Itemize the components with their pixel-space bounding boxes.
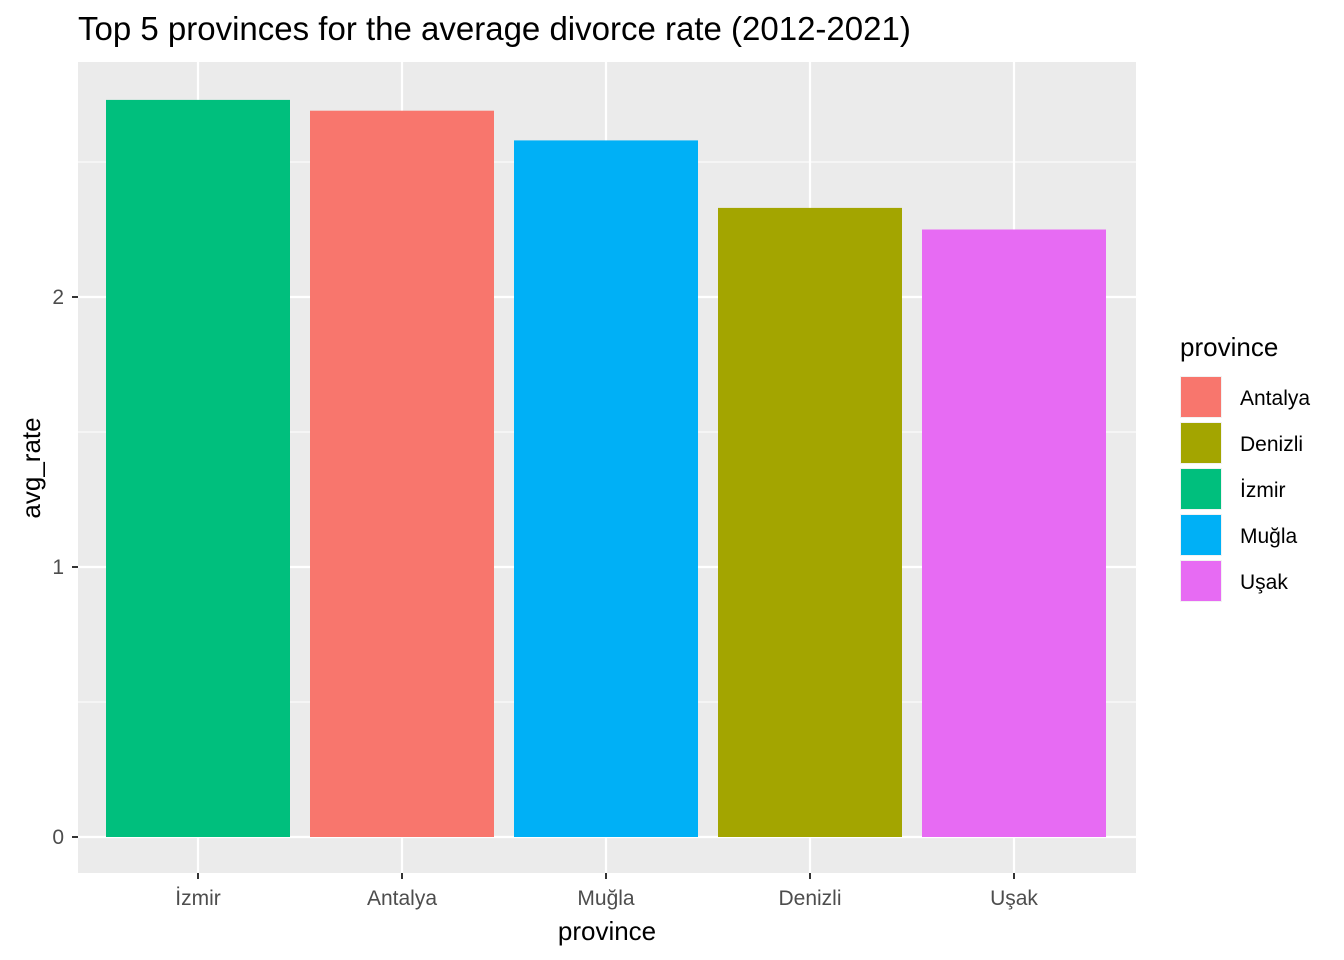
y-axis-title: avg_rate: [16, 417, 46, 518]
bar: [718, 207, 902, 837]
legend-swatch: [1181, 469, 1221, 509]
bar: [922, 229, 1106, 837]
y-tick-label: 1: [52, 556, 64, 579]
bars: [106, 99, 1106, 837]
x-axis: İzmir Antalya Muğla Denizli Uşak: [175, 873, 1038, 910]
x-axis-title: province: [558, 916, 656, 946]
x-tick-label: Muğla: [577, 887, 635, 910]
legend-swatch: [1181, 515, 1221, 555]
legend-label: Antalya: [1240, 387, 1310, 410]
x-tick-label: Antalya: [367, 887, 437, 910]
legend-title: province: [1180, 332, 1278, 362]
bar: [514, 140, 698, 837]
bar: [310, 110, 494, 837]
y-axis: 0 1 2: [52, 286, 78, 849]
y-tick-label: 2: [52, 286, 64, 309]
x-tick-label: İzmir: [175, 887, 221, 910]
legend-label: Denizli: [1240, 433, 1303, 456]
legend-swatch: [1181, 377, 1221, 417]
legend-swatch: [1181, 423, 1221, 463]
legend-swatch: [1181, 561, 1221, 601]
x-tick-label: Uşak: [990, 887, 1038, 910]
legend-label: Uşak: [1240, 571, 1288, 594]
chart-title: Top 5 provinces for the average divorce …: [78, 10, 911, 47]
legend-label: Muğla: [1240, 525, 1298, 548]
y-tick-label: 0: [52, 826, 64, 849]
x-tick-label: Denizli: [778, 887, 841, 910]
legend: province Antalya Denizli İzmir Muğla Uşak: [1180, 332, 1310, 602]
legend-label: İzmir: [1240, 479, 1286, 502]
bar: [106, 99, 290, 837]
